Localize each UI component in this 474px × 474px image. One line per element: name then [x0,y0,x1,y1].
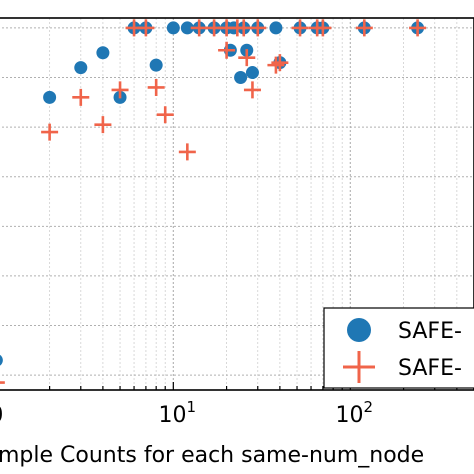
legend: SAFE- SAFE- [323,307,474,389]
plus-data-point [94,116,112,134]
circle-data-point [245,66,259,80]
data-points [0,19,427,384]
circle-data-point [149,58,163,72]
plus-data-point [314,19,332,37]
legend-entry-1: SAFE- [398,319,462,344]
plus-data-point [218,41,236,59]
legend-plus-marker [343,351,375,383]
circle-data-point [180,21,194,35]
x-tick-label: 101 [159,398,197,428]
plus-data-point [111,81,129,99]
plus-data-point [238,49,256,67]
plus-data-point [0,381,5,384]
plus-data-point [267,56,285,74]
legend-circle-marker [347,318,371,342]
circle-data-point [0,354,3,366]
plus-data-point [147,78,165,96]
legend-entry-2: SAFE- [398,356,462,381]
plus-data-point [271,54,289,72]
x-tick-labels: 0 101 102 [0,398,373,428]
circle-data-point [166,21,180,35]
plus-data-point [355,19,373,37]
plus-data-point [156,106,174,124]
x-tick-label: 0 [0,403,3,428]
plus-data-point [190,19,208,37]
plus-data-point [243,81,261,99]
plot-frame [0,17,474,391]
circle-data-point [74,61,88,75]
plus-data-point [178,143,196,161]
circle-data-point [43,90,57,104]
x-tick-label: 102 [336,398,374,428]
plus-data-point [41,123,59,141]
circle-data-point [96,46,110,60]
x-axis-label: mple Counts for each same-num_node [0,443,424,468]
plus-data-point [72,88,90,106]
circle-data-point [269,21,283,35]
circle-data-point [234,71,248,85]
plus-data-point [137,19,155,37]
legend-box [323,307,474,389]
plus-data-point [291,19,309,37]
plus-data-point [249,19,267,37]
plus-data-point [409,19,427,37]
